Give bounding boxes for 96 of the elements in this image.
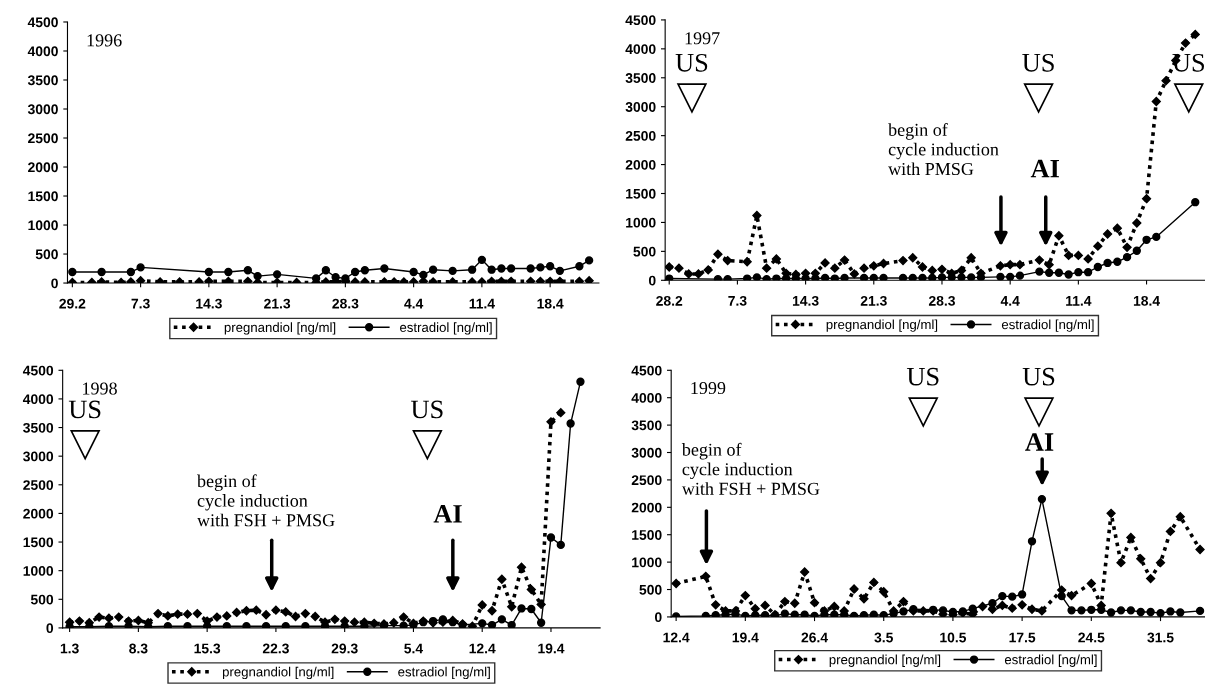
- y-tick-label: 2000: [23, 508, 54, 519]
- annotation: begin of cycle induction with PMSG: [888, 123, 999, 176]
- legend-label: pregnandiol [ng/ml]: [224, 322, 336, 335]
- y-tick-label: 4500: [27, 17, 58, 28]
- y-tick-label: 4000: [27, 46, 58, 57]
- y-tick-label: 1000: [23, 566, 54, 576]
- chart-title: 1999: [691, 381, 726, 395]
- legend-label: estradiol [ng/ml]: [400, 322, 492, 335]
- y-tick-label: 1000: [28, 220, 58, 231]
- y-tick-label: 4000: [631, 393, 662, 403]
- x-tick-label: 7.3: [131, 298, 150, 309]
- legend-label: estradiol [ng/ml]: [1001, 319, 1094, 332]
- x-tick-label: 18.4: [537, 298, 564, 309]
- y-tick-label: 500: [35, 249, 58, 260]
- x-tick-label: 7.3: [728, 295, 747, 306]
- annotation: begin of cycle induction with FSH + PMSG: [681, 442, 820, 495]
- y-tick-label: 2500: [23, 480, 54, 490]
- legend-label: pregnandiol [ng/ml]: [826, 319, 938, 332]
- y-tick-label: 3000: [625, 102, 656, 112]
- legend-label: estradiol [ng/ml]: [398, 666, 490, 680]
- x-tick-label: 15.3: [194, 643, 221, 654]
- annotation: AI: [433, 505, 462, 523]
- y-tick-label: 1500: [626, 188, 656, 199]
- y-tick-label: 2000: [28, 162, 58, 173]
- legend-label: pregnandiol [ng/ml]: [222, 666, 334, 680]
- legend-label: estradiol [ng/ml]: [1004, 654, 1097, 667]
- x-tick-label: 18.4: [1133, 295, 1160, 306]
- x-tick-label: 1.3: [60, 643, 79, 654]
- x-tick-label: 19.4: [732, 632, 759, 643]
- x-tick-label: 17.5: [1009, 632, 1036, 643]
- y-tick-label: 500: [639, 584, 662, 595]
- x-tick-label: 12.4: [663, 632, 690, 643]
- y-tick-label: 3500: [27, 75, 58, 86]
- x-tick-label: 12.4: [469, 643, 496, 654]
- text: 1997: [685, 32, 720, 45]
- x-tick-label: 29.3: [331, 643, 358, 654]
- annotation: AI: [1025, 433, 1054, 451]
- text: 1998: [83, 382, 117, 395]
- x-tick-label: 21.3: [264, 298, 291, 309]
- y-tick-label: 2500: [625, 130, 656, 141]
- annotation: US: [906, 367, 939, 386]
- y-tick-label: 500: [633, 246, 656, 257]
- x-tick-label: 24.5: [1078, 632, 1105, 643]
- y-tick-label: 3000: [27, 104, 58, 115]
- annotation: US: [68, 400, 101, 419]
- x-tick-label: 10.5: [940, 632, 967, 643]
- y-tick-label: 4000: [22, 394, 54, 405]
- y-tick-label: 1500: [23, 537, 54, 548]
- y-tick-label: 3500: [631, 420, 662, 431]
- y-tick-label: 1500: [632, 530, 662, 540]
- text: 1996: [87, 34, 122, 47]
- y-tick-label: 0: [648, 275, 656, 286]
- y-tick-label: 4500: [22, 365, 54, 376]
- x-tick-label: 28.2: [656, 295, 683, 306]
- x-tick-label: 5.4: [404, 643, 424, 654]
- x-tick-label: 4.4: [1000, 296, 1020, 306]
- legend-label: pregnandiol [ng/ml]: [829, 654, 941, 667]
- x-tick-label: 11.4: [469, 298, 495, 309]
- annotation: US: [411, 400, 443, 419]
- x-tick-label: 28.3: [332, 298, 359, 309]
- y-tick-label: 0: [46, 623, 54, 634]
- y-tick-label: 0: [654, 612, 662, 623]
- y-tick-label: 1000: [632, 557, 662, 568]
- annotation: AI: [1030, 159, 1059, 178]
- x-tick-label: 19.4: [538, 643, 565, 654]
- x-tick-label: 21.3: [860, 295, 887, 306]
- y-tick-label: 2500: [28, 133, 58, 144]
- y-tick-label: 0: [51, 278, 58, 289]
- y-tick-label: 2000: [625, 159, 656, 170]
- y-tick-label: 2000: [631, 502, 662, 513]
- x-tick-label: 14.3: [792, 295, 819, 306]
- y-tick-label: 1500: [28, 191, 58, 202]
- annotation: US: [1022, 367, 1055, 386]
- annotation: US: [1022, 53, 1054, 72]
- annotation: begin of cycle induction with FSH + PMSG: [197, 474, 335, 527]
- y-tick-label: 4500: [625, 15, 656, 26]
- annotation: US: [675, 53, 708, 72]
- y-tick-label: 3000: [631, 447, 662, 458]
- x-tick-label: 28.3: [928, 295, 955, 306]
- y-tick-label: 4500: [631, 365, 662, 376]
- x-tick-label: 26.4: [801, 632, 828, 643]
- x-tick-label: 29.2: [59, 298, 86, 309]
- x-tick-label: 8.3: [129, 643, 148, 654]
- x-tick-label: 3.5: [874, 632, 893, 643]
- x-tick-label: 4.4: [404, 298, 424, 309]
- y-tick-label: 4000: [625, 44, 656, 55]
- y-tick-label: 3500: [23, 422, 54, 433]
- x-tick-label: 11.4: [1066, 296, 1092, 306]
- x-tick-label: 22.3: [262, 643, 289, 654]
- y-tick-label: 3500: [625, 73, 656, 83]
- x-tick-label: 14.3: [196, 298, 222, 309]
- y-tick-label: 2500: [631, 475, 662, 486]
- y-tick-label: 500: [30, 594, 54, 605]
- y-tick-label: 1000: [626, 217, 656, 228]
- y-tick-label: 3000: [23, 451, 54, 462]
- x-tick-label: 31.5: [1147, 632, 1174, 643]
